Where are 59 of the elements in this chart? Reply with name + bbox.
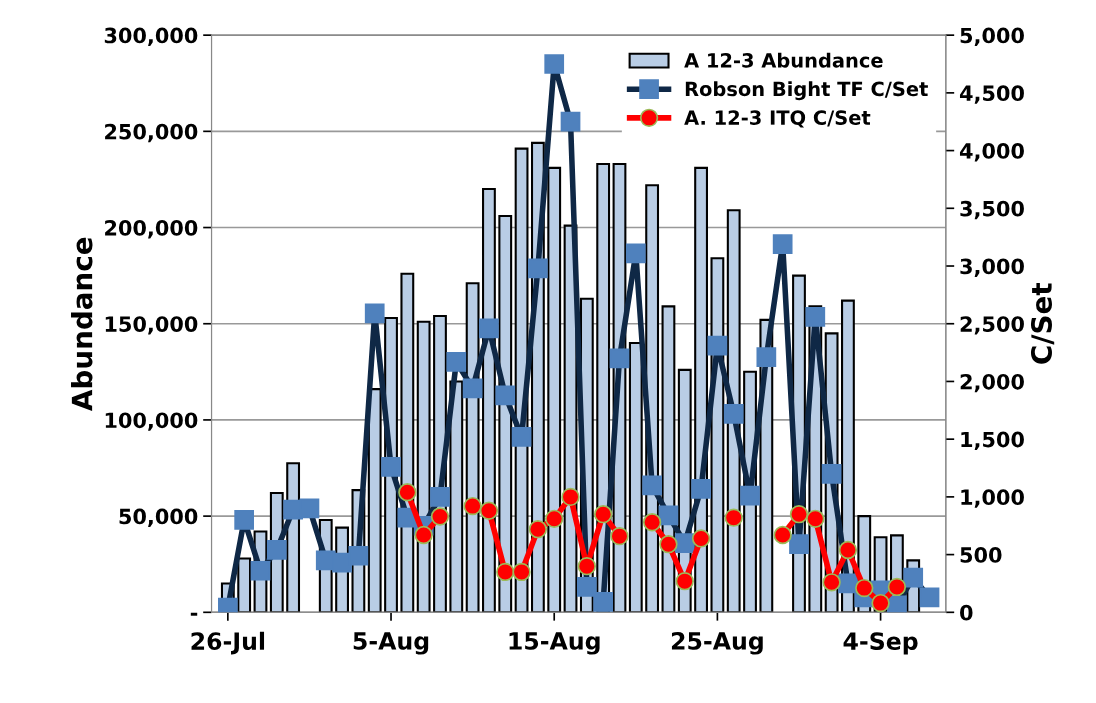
point	[887, 577, 907, 597]
point	[479, 501, 499, 520]
point	[642, 513, 662, 532]
y2-tick-label: 5,000	[960, 27, 1024, 47]
point	[561, 487, 580, 507]
point	[463, 496, 482, 516]
bar	[628, 341, 643, 613]
x-tick-label: 25-Aug	[671, 631, 763, 655]
legend-label: A. 12-3 ITQ C/Set	[684, 110, 871, 128]
y-tick-label: -	[190, 612, 198, 616]
point	[675, 571, 694, 591]
y2-tick-label: 4,500	[959, 85, 1024, 104]
x-tick-label: 4-Sep	[843, 632, 918, 655]
point	[838, 540, 858, 560]
point	[691, 529, 711, 548]
y2-tick-label: 2,500	[960, 316, 1024, 335]
point	[822, 573, 841, 592]
point	[430, 507, 450, 526]
legend-label: A 12-3 Abundance	[684, 52, 883, 68]
y-axis-title: Abundance	[71, 237, 93, 411]
x-tick-label: 15-Aug	[509, 632, 600, 655]
y-tick-label: 100,000	[105, 412, 198, 431]
bar	[416, 320, 431, 613]
point	[724, 508, 743, 527]
point	[577, 556, 597, 576]
bar	[237, 557, 252, 613]
y2-tick-label: 1,000	[961, 489, 1024, 508]
bar	[449, 380, 464, 613]
point	[414, 525, 433, 545]
y-tick-label: 200,000	[105, 219, 198, 239]
y2-tick-label: 0	[960, 604, 973, 621]
point	[398, 483, 417, 502]
point	[528, 520, 548, 539]
point	[871, 593, 890, 613]
legend-label: Robson Bight TF C/Set	[685, 81, 928, 101]
y-tick-label: 150,000	[105, 316, 198, 335]
y2-tick-label: 4,000	[959, 143, 1024, 162]
bar	[367, 388, 382, 613]
point	[496, 562, 515, 582]
point	[659, 535, 678, 554]
y-tick-label: 300,000	[104, 27, 198, 47]
point	[610, 526, 629, 546]
point	[773, 525, 792, 545]
y2-tick-label: 3,000	[960, 258, 1024, 277]
y2-axis-title: C/Set	[1030, 283, 1055, 364]
y2-tick-label: 2,000	[960, 373, 1024, 393]
point	[855, 578, 874, 598]
point	[593, 505, 613, 524]
y2-tick-label: 500	[960, 547, 1002, 563]
point	[545, 509, 564, 528]
y-tick-label: 250,000	[105, 123, 198, 143]
point	[512, 562, 531, 582]
y-tick-label: 50,000	[119, 508, 198, 527]
y2-tick-label: 3,500	[960, 200, 1024, 220]
point	[789, 505, 809, 524]
x-tick-label: 5-Aug	[353, 632, 429, 655]
point	[806, 509, 825, 528]
x-tick-label: 26-Jul	[191, 631, 265, 655]
y2-tick-label: 1,500	[961, 431, 1024, 451]
